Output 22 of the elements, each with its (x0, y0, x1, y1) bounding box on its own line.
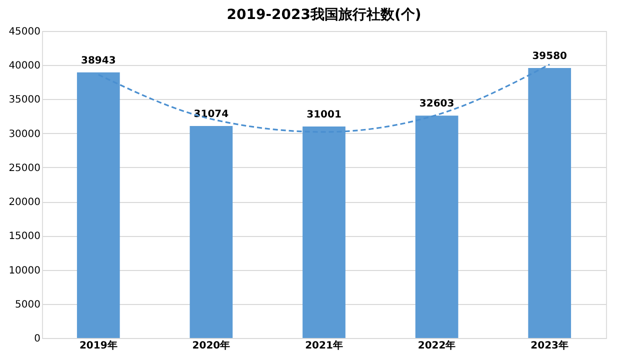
data-label: 31074 (194, 109, 229, 120)
data-label: 39580 (532, 50, 568, 62)
y-tick-label: 35000 (8, 94, 40, 106)
y-tick-label: 0 (34, 334, 40, 344)
y-tick-label: 45000 (8, 26, 40, 38)
line-series (98, 64, 550, 133)
chart-title: 2019-2023我国旅行社数(个) (226, 7, 422, 23)
data-label: 32603 (419, 98, 454, 110)
y-tick-label: 5000 (15, 299, 40, 310)
y-tick-label: 30000 (8, 128, 40, 140)
y-tick-label: 40000 (8, 60, 40, 72)
y-tick-label: 20000 (8, 197, 40, 208)
y-tick-label: 25000 (8, 162, 40, 174)
y-tick-label: 15000 (8, 231, 40, 242)
data-label: 31001 (306, 110, 342, 121)
x-tick-label: 2019年 (79, 340, 118, 352)
data-label: 38943 (81, 55, 116, 66)
x-tick-label: 2023年 (530, 340, 569, 352)
x-tick-label: 2021年 (305, 340, 343, 352)
y-tick-label: 10000 (8, 265, 40, 276)
x-tick-label: 2022年 (418, 340, 456, 352)
x-tick-label: 2020年 (192, 340, 230, 352)
